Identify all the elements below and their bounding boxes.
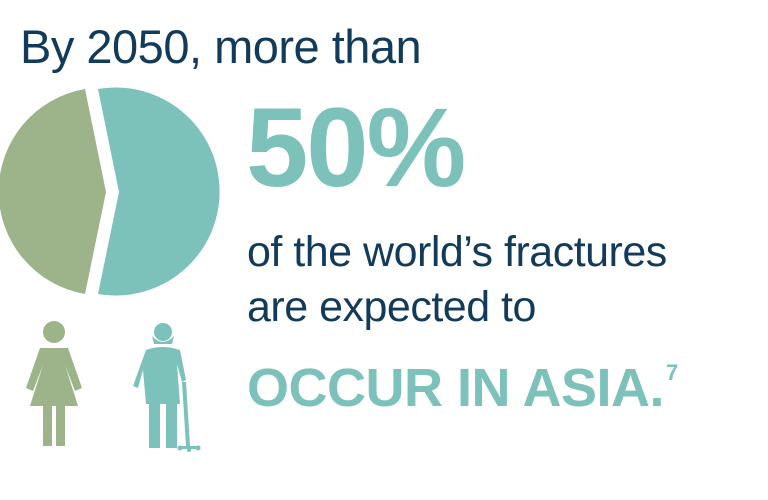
pie-chart [0, 80, 230, 310]
intro-text: By 2050, more than [20, 20, 422, 73]
emphasis-text: OCCUR IN ASIA.7 [247, 358, 678, 429]
emphasis-label: OCCUR IN ASIA. [247, 358, 665, 418]
pie-segment-sage [0, 89, 106, 294]
footnote-marker: 7 [666, 360, 678, 385]
statement-line-2: are expected to [247, 283, 536, 331]
pie-segment-teal [98, 87, 220, 296]
percentage-figure: 50% [246, 85, 466, 210]
elderly-person-with-cane-icon [128, 322, 214, 452]
woman-icon [18, 320, 90, 450]
statement-line-1: of the world’s fractures [247, 228, 667, 276]
